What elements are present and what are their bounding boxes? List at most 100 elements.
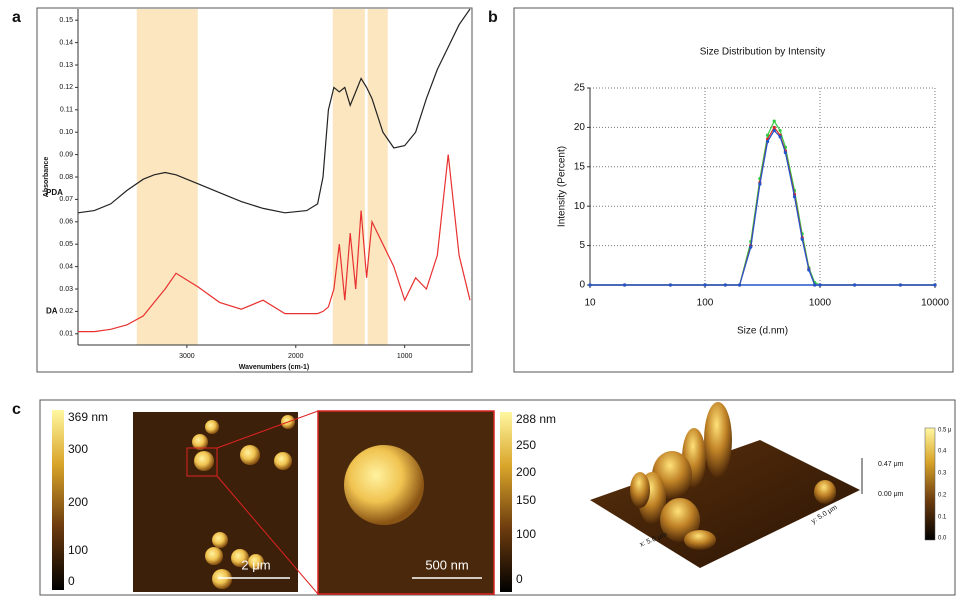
- y-tick-label: 0.01: [59, 331, 73, 338]
- y-tick-label: 20: [574, 122, 586, 133]
- y-tick-label: 15: [574, 161, 586, 172]
- x-tick-label: 100: [697, 298, 714, 309]
- series-label: DA: [46, 307, 58, 316]
- y-tick-label: 25: [574, 83, 586, 94]
- series-marker: [813, 283, 816, 286]
- y-tick-label: 0.10: [59, 129, 73, 136]
- scale-bar-label: 500 nm: [425, 557, 468, 572]
- series-marker: [793, 195, 796, 198]
- colorbar-label: 200: [68, 495, 88, 509]
- colorbar-label: 250: [516, 438, 536, 452]
- colorbar-label: 0.2: [938, 493, 947, 499]
- series-marker: [588, 283, 591, 286]
- colorbar-label: 0: [516, 572, 523, 586]
- colorbar: [500, 412, 512, 592]
- y-tick-label: 0.14: [59, 39, 73, 46]
- series-line: [590, 121, 935, 285]
- chart-title: Size Distribution by Intensity: [700, 47, 826, 58]
- y-tick-label: 0: [579, 280, 585, 291]
- y-tick-label: 0.07: [59, 196, 73, 203]
- x-tick-label: 2000: [288, 353, 304, 360]
- afm-image: [133, 412, 298, 592]
- y-tick-label: 0.03: [59, 286, 73, 293]
- x-tick-label: 10000: [921, 298, 949, 309]
- y-tick-label: 0.05: [59, 241, 73, 248]
- body: a b c 0.010.020.030.040.050.060.070.080.…: [0, 0, 961, 600]
- panel-b-frame: [514, 8, 953, 372]
- particle: [344, 445, 424, 525]
- scale-bar-label: 2 μm: [241, 557, 270, 572]
- series-line: [590, 131, 935, 285]
- colorbar-label: 0.3: [938, 471, 947, 477]
- y-tick-label: 0.02: [59, 308, 73, 315]
- z-label: 0.47 μm: [878, 461, 904, 468]
- series-marker: [773, 129, 776, 132]
- x-tick-label: 10: [584, 298, 596, 309]
- x-axis-label: Wavenumbers (cm-1): [239, 364, 310, 371]
- particle: [194, 451, 214, 471]
- particle: [240, 445, 260, 465]
- series-marker: [773, 119, 776, 122]
- page: Figure {"panel_labels": ["a", "b", "c"],…: [0, 0, 961, 600]
- colorbar-label: 0: [68, 574, 75, 588]
- x-tick-label: 1000: [809, 298, 832, 309]
- z-label: 0.00 μm: [878, 491, 904, 498]
- series-marker: [779, 135, 782, 138]
- x-tick-label: 1000: [397, 353, 413, 360]
- panel-label: b: [488, 9, 498, 26]
- series-marker: [784, 151, 787, 154]
- panel-label: a: [12, 9, 21, 26]
- colorbar-label: 0.5 μ: [938, 428, 952, 434]
- series-marker: [773, 126, 776, 129]
- series-marker: [758, 183, 761, 186]
- panel-label: c: [12, 401, 21, 418]
- series-marker: [933, 283, 936, 286]
- series-marker: [899, 283, 902, 286]
- y-tick-label: 10: [574, 201, 586, 212]
- surface-peak: [704, 402, 732, 478]
- y-tick-label: 0.08: [59, 174, 73, 181]
- colorbar-label: 100: [516, 527, 536, 541]
- y-tick-label: 0.09: [59, 151, 73, 158]
- series-marker: [766, 140, 769, 143]
- colorbar-label: 0.1: [938, 515, 947, 521]
- colorbar-label: 369 nm: [68, 410, 108, 424]
- y-tick-label: 0.12: [59, 84, 73, 91]
- highlight-band: [368, 9, 388, 345]
- colorbar-label: 0.0: [938, 536, 947, 542]
- particle: [205, 547, 223, 565]
- series-marker: [738, 283, 741, 286]
- colorbar: [52, 410, 64, 590]
- series-marker: [623, 283, 626, 286]
- colorbar-label: 0.4: [938, 449, 947, 455]
- colorbar-label: 200: [516, 465, 536, 479]
- x-tick-label: 3000: [179, 353, 195, 360]
- chart: 0.010.020.030.040.050.060.070.080.090.10…: [43, 9, 470, 371]
- highlight-band: [333, 9, 365, 345]
- figure: a b c 0.010.020.030.040.050.060.070.080.…: [0, 0, 961, 600]
- series-marker: [807, 268, 810, 271]
- y-tick-label: 0.11: [60, 107, 73, 114]
- surface-peak: [630, 472, 650, 508]
- x-axis-label: Size (d.nm): [737, 326, 788, 337]
- y-tick-label: 0.15: [59, 17, 73, 24]
- surface-peak: [684, 530, 716, 550]
- particle: [274, 452, 292, 470]
- series-marker: [703, 283, 706, 286]
- colorbar-label: 150: [516, 493, 536, 507]
- panel-a-frame: [37, 8, 472, 372]
- series-marker: [779, 129, 782, 132]
- series-marker: [801, 238, 804, 241]
- highlight-band: [137, 9, 198, 345]
- y-tick-label: 0.06: [59, 219, 73, 226]
- y-tick-label: 0.13: [59, 62, 73, 69]
- particle: [205, 420, 219, 434]
- colorbar: [925, 428, 935, 540]
- particle: [212, 569, 232, 589]
- colorbar-label: 100: [68, 543, 88, 557]
- surface-peak: [814, 480, 836, 504]
- series-marker: [749, 246, 752, 249]
- y-tick-label: 5: [579, 240, 585, 251]
- colorbar-label: 288 nm: [516, 412, 556, 426]
- series-marker: [724, 283, 727, 286]
